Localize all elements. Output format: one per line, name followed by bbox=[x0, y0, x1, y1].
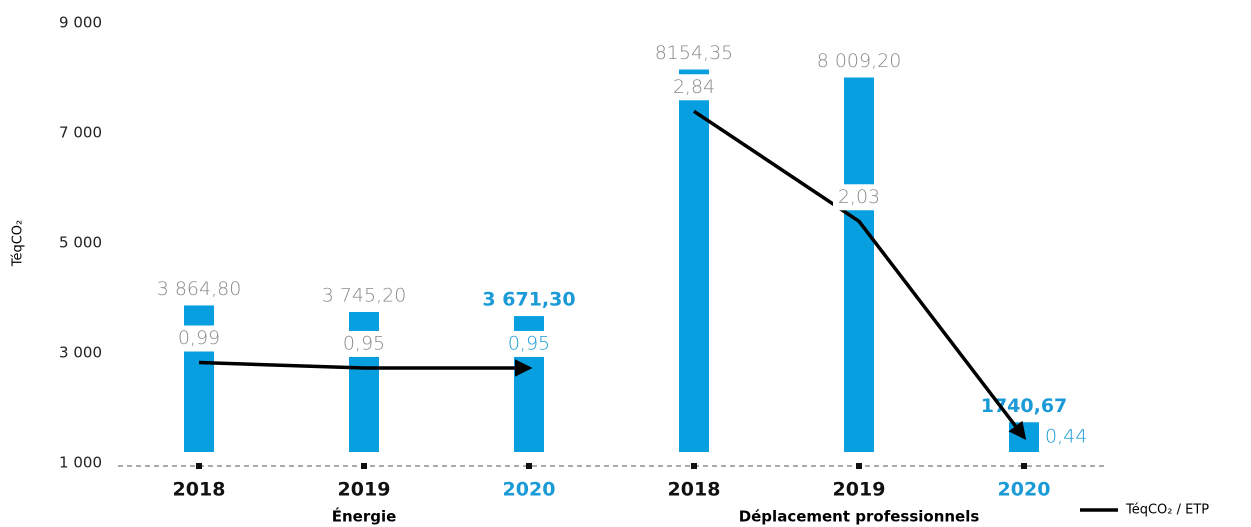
bar-value-label: 3 671,30 bbox=[482, 289, 575, 311]
y-axis-title: TéqCO₂ bbox=[11, 220, 26, 268]
group-label: Énergie bbox=[332, 507, 397, 526]
group-label: Déplacement professionnels bbox=[739, 508, 980, 526]
label-backdrop bbox=[668, 74, 720, 101]
label-backdrop bbox=[833, 184, 885, 211]
x-tick-label: 2019 bbox=[833, 479, 886, 501]
x-tick-mark bbox=[196, 463, 202, 469]
x-tick-label: 2020 bbox=[998, 479, 1051, 501]
x-tick-label: 2019 bbox=[338, 479, 391, 501]
line-value-label: 2,03 bbox=[838, 186, 880, 208]
x-tick-mark bbox=[526, 463, 532, 469]
x-tick-mark bbox=[691, 463, 697, 469]
line-value-label: 0,95 bbox=[508, 332, 550, 354]
bar-value-label: 3 864,80 bbox=[157, 278, 242, 300]
label-backdrop bbox=[338, 330, 390, 357]
line bbox=[198, 359, 533, 377]
line-value-label: 0,95 bbox=[343, 332, 385, 354]
x-tick-label: 2018 bbox=[173, 479, 226, 501]
x-tick-mark bbox=[361, 463, 367, 469]
x-tick-label: 2020 bbox=[503, 479, 556, 501]
legend-label: TéqCO₂ / ETP bbox=[1125, 503, 1209, 518]
line bbox=[693, 109, 1027, 440]
x-tick-mark bbox=[1021, 463, 1027, 469]
bar-value-label: 8 009,20 bbox=[817, 50, 902, 72]
label-backdrop bbox=[503, 330, 555, 357]
bar-value-label: 8154,35 bbox=[655, 42, 734, 64]
label-backdrop bbox=[1043, 424, 1095, 451]
bar-value-label: 3 745,20 bbox=[322, 285, 407, 307]
line-value-label: 2,84 bbox=[673, 76, 715, 98]
y-tick-label: 7 000 bbox=[59, 124, 102, 142]
line-value-label: 0,99 bbox=[178, 327, 220, 349]
bar bbox=[844, 77, 874, 452]
y-tick-label: 9 000 bbox=[59, 14, 102, 32]
bar bbox=[679, 69, 709, 453]
x-tick-label: 2018 bbox=[668, 479, 721, 501]
y-tick-label: 3 000 bbox=[59, 344, 102, 362]
line-value-label: 0,44 bbox=[1045, 426, 1087, 448]
y-tick-label: 1 000 bbox=[59, 454, 102, 472]
y-tick-label: 5 000 bbox=[59, 234, 102, 252]
x-tick-mark bbox=[856, 463, 862, 469]
label-backdrop bbox=[173, 325, 225, 352]
